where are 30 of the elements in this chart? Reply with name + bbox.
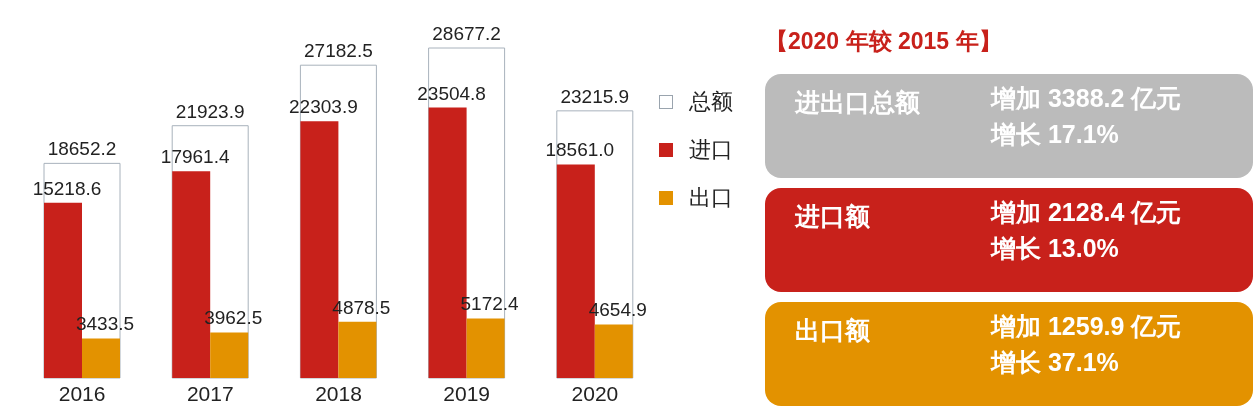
data-label: 21923.9 (175, 100, 245, 122)
x-tick-label: 2019 (443, 381, 491, 405)
data-label: 22303.9 (289, 96, 358, 118)
rounded-panel: 出口额 增加 1259.9 亿元 增长 37.1% (765, 302, 1253, 406)
legend-label: 出口 (689, 184, 733, 212)
bar (82, 338, 120, 378)
legend-label: 进口 (689, 136, 733, 164)
x-tick-label: 2016 (58, 381, 106, 405)
data-label: 28677.2 (432, 23, 501, 44)
data-label: 17961.4 (160, 146, 230, 168)
legend-label: 总额 (689, 88, 733, 116)
x-tick-label: 2020 (571, 381, 619, 405)
data-label: 27182.5 (304, 40, 373, 62)
rounded-panel: 进出口总额 增加 3388.2 亿元 增长 17.1% (765, 74, 1253, 178)
x-tick-label: 2017 (186, 381, 234, 405)
data-label: 15218.6 (32, 177, 102, 199)
x-tick-label: 2018 (315, 381, 362, 405)
data-label: 23504.8 (417, 82, 486, 104)
text: 【2020 年较 2015 年】 (765, 26, 1003, 56)
bar (594, 324, 633, 378)
bar (210, 332, 249, 378)
data-label: 23215.9 (560, 85, 630, 107)
data-label: 18561.0 (545, 139, 615, 161)
bar (338, 321, 377, 378)
category-label: 进口额 (795, 201, 871, 232)
data-label: 18652.2 (47, 138, 117, 160)
category-label: 进出口总额 (795, 87, 921, 118)
bar (466, 318, 505, 378)
category-label: 出口额 (795, 315, 871, 346)
rounded-panel: 进口额 增加 2128.4 亿元 增长 13.0% (765, 188, 1253, 292)
